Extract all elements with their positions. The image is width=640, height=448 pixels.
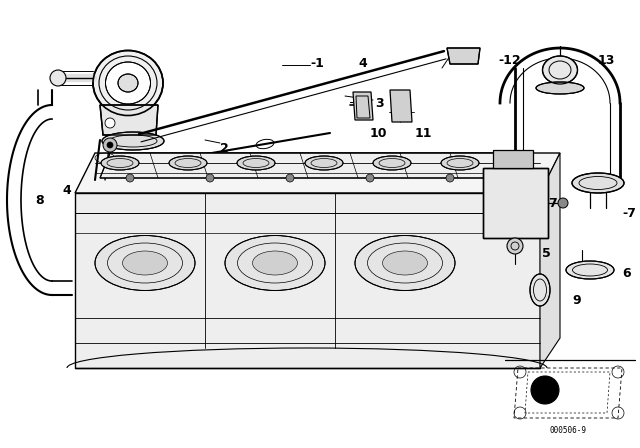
- Text: 4: 4: [62, 184, 71, 197]
- Ellipse shape: [101, 156, 139, 170]
- Ellipse shape: [355, 236, 455, 290]
- Ellipse shape: [237, 156, 275, 170]
- Text: 7: 7: [548, 197, 557, 210]
- Circle shape: [105, 118, 115, 128]
- Polygon shape: [390, 90, 412, 122]
- Polygon shape: [75, 193, 540, 368]
- Ellipse shape: [122, 251, 168, 275]
- Text: 10: 10: [370, 126, 387, 139]
- Circle shape: [507, 238, 523, 254]
- Ellipse shape: [543, 56, 577, 84]
- Circle shape: [286, 174, 294, 182]
- Circle shape: [103, 138, 117, 152]
- Ellipse shape: [118, 74, 138, 92]
- Polygon shape: [353, 92, 373, 120]
- Ellipse shape: [305, 156, 343, 170]
- Circle shape: [558, 198, 568, 208]
- Ellipse shape: [530, 274, 550, 306]
- Ellipse shape: [169, 156, 207, 170]
- Ellipse shape: [253, 251, 298, 275]
- Bar: [493, 150, 533, 168]
- Ellipse shape: [102, 132, 164, 150]
- Polygon shape: [100, 153, 520, 178]
- Polygon shape: [100, 105, 158, 135]
- Ellipse shape: [536, 82, 584, 94]
- Text: -7: -7: [622, 207, 636, 220]
- Text: 3: 3: [375, 96, 383, 109]
- Text: 000506-9: 000506-9: [550, 426, 586, 435]
- Text: 4: 4: [358, 56, 367, 69]
- Text: 13: 13: [598, 53, 616, 66]
- Circle shape: [531, 376, 559, 404]
- Polygon shape: [447, 48, 480, 64]
- Text: -1: -1: [310, 56, 324, 69]
- Ellipse shape: [383, 251, 428, 275]
- Polygon shape: [540, 153, 560, 368]
- Text: 9: 9: [572, 293, 580, 306]
- Text: 8: 8: [35, 194, 44, 207]
- Polygon shape: [483, 168, 548, 238]
- Ellipse shape: [95, 236, 195, 290]
- Ellipse shape: [225, 236, 325, 290]
- Circle shape: [206, 174, 214, 182]
- Circle shape: [446, 174, 454, 182]
- Circle shape: [366, 174, 374, 182]
- Circle shape: [107, 142, 113, 148]
- Text: 11: 11: [415, 126, 433, 139]
- Circle shape: [126, 174, 134, 182]
- Ellipse shape: [572, 173, 624, 193]
- Ellipse shape: [441, 156, 479, 170]
- Ellipse shape: [373, 156, 411, 170]
- Circle shape: [50, 70, 66, 86]
- Ellipse shape: [106, 62, 150, 104]
- Ellipse shape: [566, 261, 614, 279]
- Text: -12: -12: [498, 53, 520, 66]
- Text: 5: 5: [542, 246, 551, 259]
- Ellipse shape: [93, 51, 163, 116]
- Polygon shape: [75, 153, 560, 193]
- Text: 2: 2: [220, 142, 228, 155]
- Text: 6: 6: [622, 267, 630, 280]
